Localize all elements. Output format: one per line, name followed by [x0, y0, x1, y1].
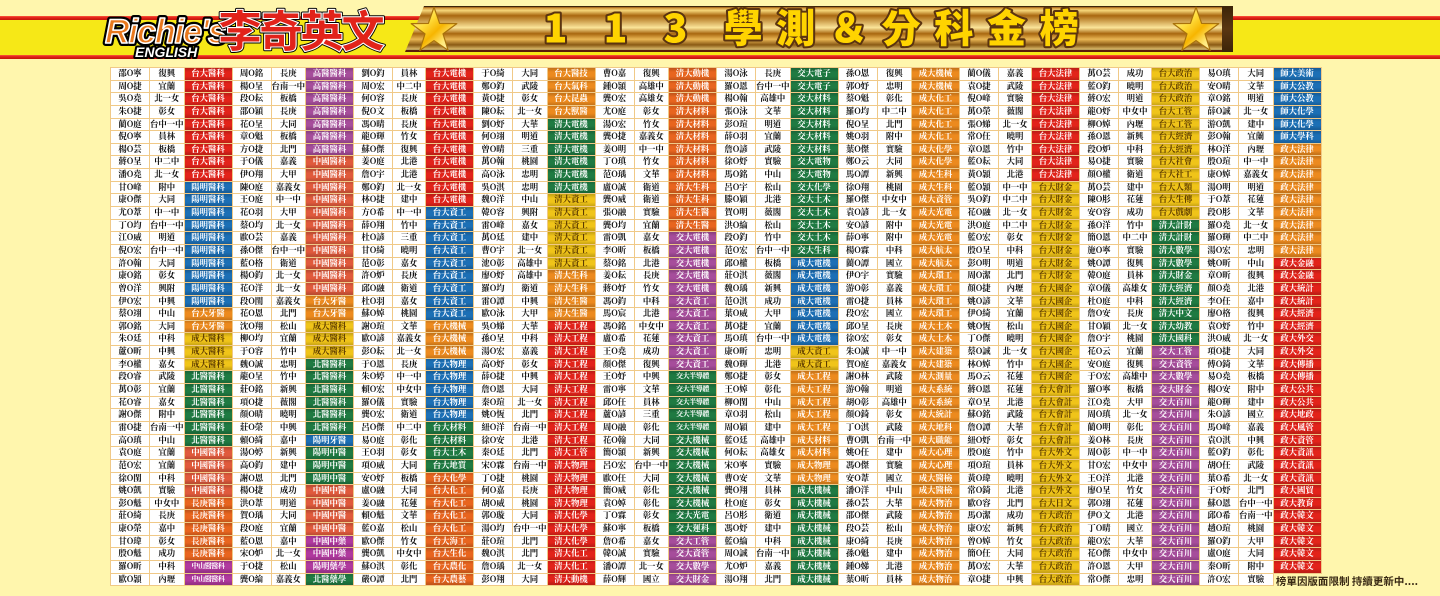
- svg-text:ENGLISH: ENGLISH: [135, 44, 198, 60]
- svg-text:李奇英文: 李奇英文: [218, 2, 385, 57]
- svg-text:1 1 3 學測＆分科金榜: 1 1 3 學測＆分科金榜: [544, 2, 1093, 55]
